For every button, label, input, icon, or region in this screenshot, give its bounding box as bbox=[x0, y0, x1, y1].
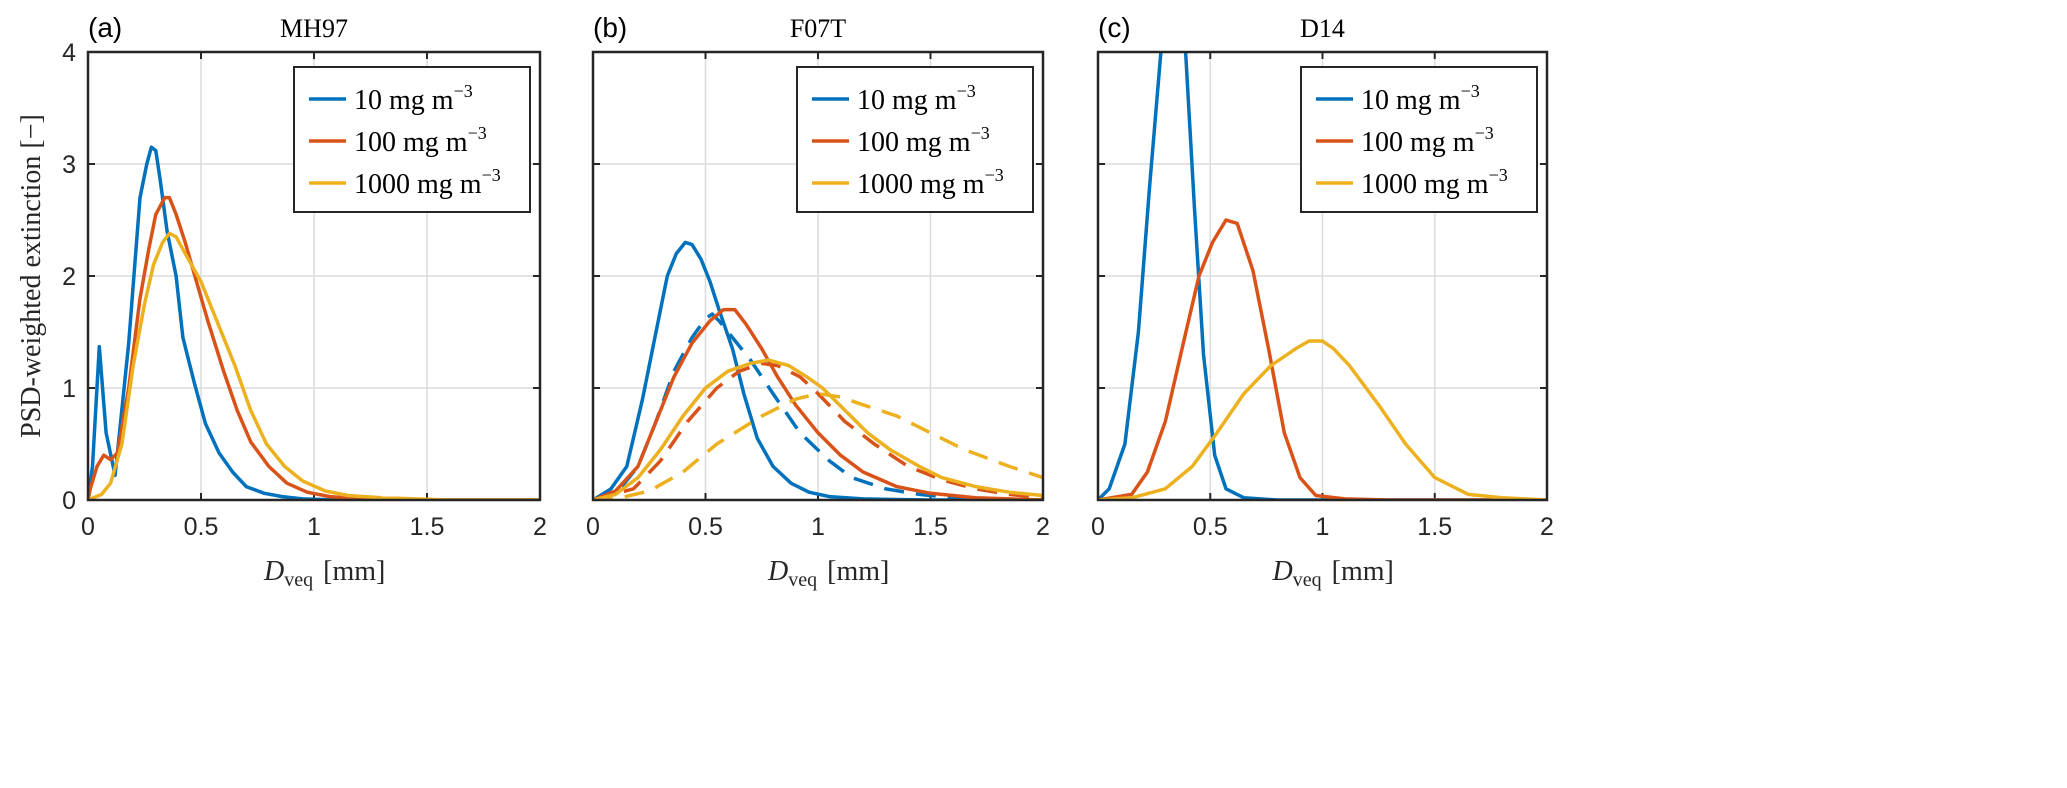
legend-entry: 10 mg m−3 bbox=[1361, 81, 1480, 116]
series-group bbox=[593, 240, 1043, 500]
panel-title: D14 bbox=[1300, 14, 1345, 43]
x-axis-label: Dveq [mm] bbox=[1272, 556, 1394, 591]
series-line-100-mg-m-3 bbox=[1098, 218, 1547, 500]
x-tick-label: 1 bbox=[1316, 513, 1330, 541]
x-label-main: D bbox=[263, 556, 284, 587]
legend-superscript: −3 bbox=[454, 81, 473, 101]
x-tick-label: 0 bbox=[586, 513, 600, 541]
legend-superscript: −3 bbox=[1461, 81, 1480, 101]
legend-entry: 10 mg m−3 bbox=[857, 81, 976, 116]
legend-entry: 100 mg m−3 bbox=[1361, 123, 1494, 158]
series-line-100-mg-m-3-dashed- bbox=[593, 361, 1043, 500]
y-tick-label: 2 bbox=[62, 263, 76, 291]
x-tick-label: 1 bbox=[307, 513, 321, 541]
axes-box bbox=[1096, 50, 1549, 502]
legend-label: 10 mg m bbox=[857, 85, 957, 116]
x-label-sub: veq bbox=[788, 569, 817, 591]
legend-label: 10 mg m bbox=[1361, 85, 1461, 116]
series-line-1000-mg-m-3 bbox=[593, 358, 1043, 500]
series-line-100-mg-m-3 bbox=[88, 195, 540, 500]
series-line-10-mg-m-3 bbox=[88, 145, 540, 500]
legend-label: 1000 mg m bbox=[857, 169, 985, 200]
legend-superscript: −3 bbox=[971, 123, 990, 143]
legend-label: 100 mg m bbox=[1361, 127, 1475, 158]
x-tick-label: 2 bbox=[1036, 513, 1050, 541]
x-label-sub: veq bbox=[284, 569, 313, 591]
y-tick-label: 3 bbox=[62, 151, 76, 179]
x-tick-label: 0 bbox=[1091, 513, 1105, 541]
legend-entry: 100 mg m−3 bbox=[354, 123, 487, 158]
x-tick-label: 0.5 bbox=[184, 513, 219, 541]
x-label-unit: [mm] bbox=[827, 556, 889, 587]
series-line-1000-mg-m-3-dashed- bbox=[593, 391, 1043, 500]
legend-entry: 1000 mg m−3 bbox=[1361, 165, 1508, 200]
axes-box bbox=[86, 50, 542, 502]
x-tick-label: 1.5 bbox=[1417, 513, 1452, 541]
legend-entry: 10 mg m−3 bbox=[354, 81, 473, 116]
legend-superscript: −3 bbox=[985, 165, 1004, 185]
series-line-10-mg-m-3 bbox=[1098, 52, 1547, 500]
x-tick-label: 2 bbox=[533, 513, 547, 541]
panel-title: MH97 bbox=[280, 14, 348, 43]
y-axis-label: PSD-weighted extinction [−] bbox=[16, 114, 47, 438]
x-tick-label: 1.5 bbox=[410, 513, 445, 541]
series-line-1000-mg-m-3 bbox=[1098, 339, 1547, 500]
legend-label: 100 mg m bbox=[354, 127, 468, 158]
y-tick-label: 0 bbox=[62, 487, 76, 515]
legend-label: 100 mg m bbox=[857, 127, 971, 158]
panel-label: (a) bbox=[88, 12, 122, 43]
y-tick-label: 4 bbox=[62, 39, 76, 67]
legend-superscript: −3 bbox=[1489, 165, 1508, 185]
legend-superscript: −3 bbox=[1475, 123, 1494, 143]
x-tick-label: 0.5 bbox=[688, 513, 723, 541]
x-tick-label: 0.5 bbox=[1193, 513, 1228, 541]
panel-label: (c) bbox=[1098, 12, 1131, 43]
x-tick-label: 0 bbox=[81, 513, 95, 541]
legend-label: 10 mg m bbox=[354, 85, 454, 116]
legend-entry: 100 mg m−3 bbox=[857, 123, 990, 158]
legend-label: 1000 mg m bbox=[354, 169, 482, 200]
panel-label: (b) bbox=[593, 12, 627, 43]
x-label-main: D bbox=[1272, 556, 1293, 587]
x-tick-label: 1.5 bbox=[913, 513, 948, 541]
series-group bbox=[1098, 52, 1547, 500]
series-group bbox=[88, 145, 540, 500]
legend-superscript: −3 bbox=[482, 165, 501, 185]
series-line-1000-mg-m-3 bbox=[88, 231, 540, 500]
x-tick-label: 2 bbox=[1540, 513, 1554, 541]
x-label-unit: [mm] bbox=[323, 556, 385, 587]
series-line-100-mg-m-3 bbox=[593, 307, 1043, 500]
x-tick-label: 1 bbox=[811, 513, 825, 541]
y-tick-label: 1 bbox=[62, 375, 76, 403]
x-label-unit: [mm] bbox=[1332, 556, 1394, 587]
legend-entry: 1000 mg m−3 bbox=[354, 165, 501, 200]
legend-entry: 1000 mg m−3 bbox=[857, 165, 1004, 200]
panel-title: F07T bbox=[790, 14, 846, 43]
legend-superscript: −3 bbox=[957, 81, 976, 101]
x-axis-label: Dveq [mm] bbox=[263, 556, 385, 591]
series-line-10-mg-m-3 bbox=[593, 240, 1043, 500]
x-axis-label: Dveq [mm] bbox=[767, 556, 889, 591]
legend-superscript: −3 bbox=[468, 123, 487, 143]
axes-box bbox=[591, 50, 1045, 502]
x-label-main: D bbox=[767, 556, 788, 587]
legend-label: 1000 mg m bbox=[1361, 169, 1489, 200]
x-label-sub: veq bbox=[1293, 569, 1322, 591]
